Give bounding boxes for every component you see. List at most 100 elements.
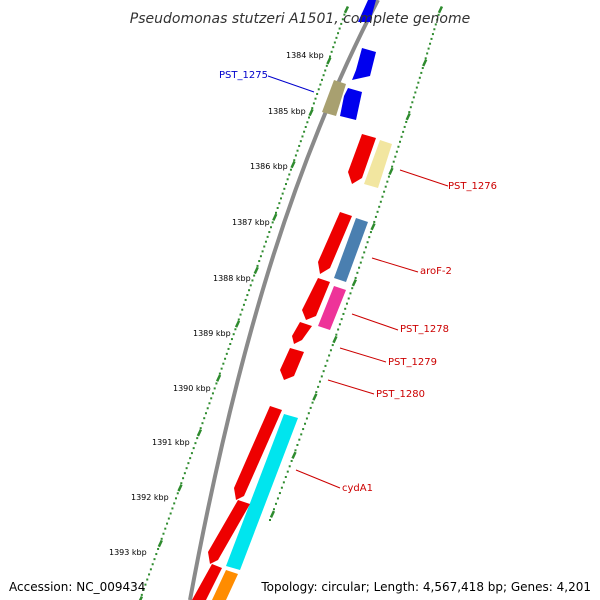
- tick-mark: [318, 380, 321, 383]
- gene-label[interactable]: PST_1276: [448, 181, 497, 192]
- tick-mark: [140, 593, 143, 596]
- tick-mark: [149, 568, 152, 571]
- tick-mark: [294, 449, 297, 452]
- tick-mark: [325, 64, 328, 67]
- gene-feature: [212, 570, 238, 600]
- inner-tick-ring: [269, 5, 444, 521]
- tick-mark: [387, 175, 390, 178]
- tick-mark: [194, 442, 197, 445]
- tick-mark: [337, 32, 340, 35]
- tick-mark: [379, 200, 382, 203]
- tick-label: 1392 kbp: [131, 493, 169, 502]
- tick-mark: [290, 459, 293, 462]
- tick-mark: [328, 354, 331, 357]
- tick-mark: [306, 121, 309, 124]
- tick-mark: [358, 266, 361, 269]
- tick-mark: [309, 406, 312, 409]
- tick-mark: [361, 256, 364, 259]
- gene-feature: [322, 80, 346, 116]
- tick-mark: [151, 563, 154, 566]
- tick-mark: [317, 385, 320, 388]
- tick-mark: [169, 512, 172, 515]
- tick-mark: [269, 226, 272, 229]
- tick-mark: [239, 313, 242, 316]
- gene-feature: [280, 348, 304, 380]
- tick-mark: [420, 71, 423, 74]
- tick-mark: [146, 578, 149, 581]
- tick-mark: [171, 507, 174, 510]
- tick-mark: [391, 165, 394, 168]
- tick-mark: [176, 492, 179, 495]
- tick-mark: [409, 106, 412, 109]
- tick-mark: [280, 486, 283, 489]
- tick-mark: [206, 407, 209, 410]
- tick-mark: [319, 83, 322, 86]
- gene-label[interactable]: PST_1279: [388, 357, 437, 368]
- leader-line: [327, 379, 375, 395]
- gene-label[interactable]: cydA1: [342, 483, 373, 494]
- tick-mark: [272, 213, 278, 221]
- tick-mark: [153, 558, 156, 561]
- tick-mark: [284, 183, 287, 186]
- tick-mark: [208, 402, 211, 405]
- tick-mark: [166, 522, 169, 525]
- tick-mark: [354, 276, 357, 279]
- tick-mark: [189, 457, 192, 460]
- tick-mark: [248, 289, 251, 292]
- tick-mark: [190, 452, 193, 455]
- tick-mark: [322, 74, 325, 77]
- tick-mark: [324, 364, 327, 367]
- tick-mark: [220, 367, 223, 370]
- gene-label[interactable]: PST_1278: [400, 324, 449, 335]
- tick-label: 1389 kbp: [193, 329, 231, 338]
- tick-mark: [266, 235, 269, 238]
- tick-mark: [196, 429, 203, 437]
- tick-mark: [288, 173, 291, 176]
- tick-mark: [164, 527, 167, 530]
- tick-mark: [338, 27, 341, 30]
- tick-mark: [381, 195, 384, 198]
- tick-mark: [424, 57, 427, 60]
- tick-mark: [259, 255, 262, 258]
- tick-mark: [427, 47, 430, 50]
- tick-mark: [422, 59, 428, 67]
- gene-label[interactable]: PST_1275: [219, 70, 268, 81]
- tick-mark: [322, 370, 325, 373]
- tick-mark: [224, 357, 227, 360]
- leader-line: [351, 313, 399, 331]
- leader-line: [339, 347, 387, 363]
- tick-mark: [340, 318, 343, 321]
- tick-mark: [196, 437, 199, 440]
- gene-label[interactable]: aroF-2: [420, 266, 452, 277]
- gene-feature: [348, 134, 376, 184]
- tick-mark: [415, 86, 418, 89]
- tick-mark: [337, 328, 340, 331]
- gene-feature: [192, 564, 222, 600]
- tick-mark: [356, 271, 359, 274]
- tick-mark: [299, 140, 302, 143]
- gene-feature: [318, 212, 352, 274]
- tick-mark: [180, 482, 183, 485]
- tick-mark: [307, 116, 310, 119]
- gene-labels: PST_1275 PST_1276 aroF-2 PST_1278 PST_12…: [219, 70, 497, 494]
- tick-mark: [437, 13, 440, 16]
- gene-label[interactable]: PST_1280: [376, 389, 425, 400]
- tick-mark: [234, 328, 237, 331]
- tick-mark: [314, 97, 317, 100]
- tick-mark: [436, 18, 439, 21]
- tick-mark: [333, 41, 336, 44]
- tick-mark: [366, 241, 369, 244]
- tick-mark: [157, 547, 160, 550]
- tick-mark: [368, 236, 371, 239]
- tick-mark: [276, 497, 279, 500]
- map-title: Pseudomonas stutzeri A1501, complete gen…: [130, 11, 470, 27]
- tick-mark: [296, 149, 299, 152]
- tick-mark: [312, 393, 318, 401]
- tick-mark: [286, 470, 289, 473]
- gene-feature: [302, 278, 330, 320]
- tick-mark: [394, 155, 397, 158]
- gene-features: [192, 0, 392, 600]
- tick-mark: [211, 392, 214, 395]
- tick-mark: [429, 42, 432, 45]
- tick-mark: [421, 67, 424, 70]
